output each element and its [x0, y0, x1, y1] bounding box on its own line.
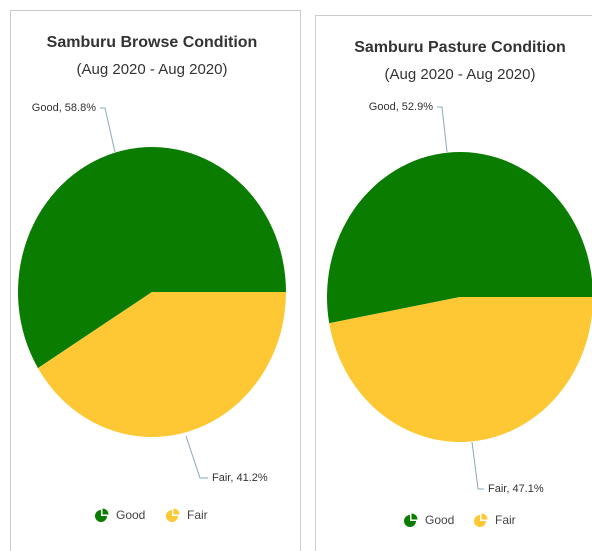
data-label: Fair, 47.1% [488, 483, 544, 495]
data-label: Good, 58.8% [32, 102, 96, 114]
leader-line [185, 435, 208, 479]
panel [10, 10, 301, 551]
leader-line [437, 106, 448, 153]
legend-label: Good [425, 513, 454, 527]
data-label: Good, 52.9% [369, 101, 433, 113]
pie-slice [329, 297, 592, 442]
leader-line [100, 107, 116, 153]
panel [315, 15, 592, 551]
legend-icon [166, 510, 178, 522]
data-label: Fair, 41.2% [212, 472, 268, 484]
pie-slice [17, 147, 286, 369]
chart-title: Samburu Pasture Condition [354, 39, 566, 56]
legend-icon [481, 513, 488, 520]
legend-label: Fair [187, 508, 208, 522]
chart-subtitle: (Aug 2020 - Aug 2020) [385, 66, 536, 83]
chart-title: Samburu Browse Condition [47, 34, 258, 51]
chart-subtitle: (Aug 2020 - Aug 2020) [77, 61, 228, 78]
legend-label: Good [116, 508, 145, 522]
legend-icon [411, 513, 418, 520]
legend-label: Fair [495, 513, 516, 527]
leader-line [471, 441, 484, 490]
legend-icon [404, 515, 416, 527]
legend-icon [95, 510, 107, 522]
legend-icon [102, 508, 109, 515]
legend-icon [474, 515, 486, 527]
pie-slice [327, 152, 592, 324]
pie-slice [37, 292, 287, 438]
legend-icon [173, 508, 180, 515]
